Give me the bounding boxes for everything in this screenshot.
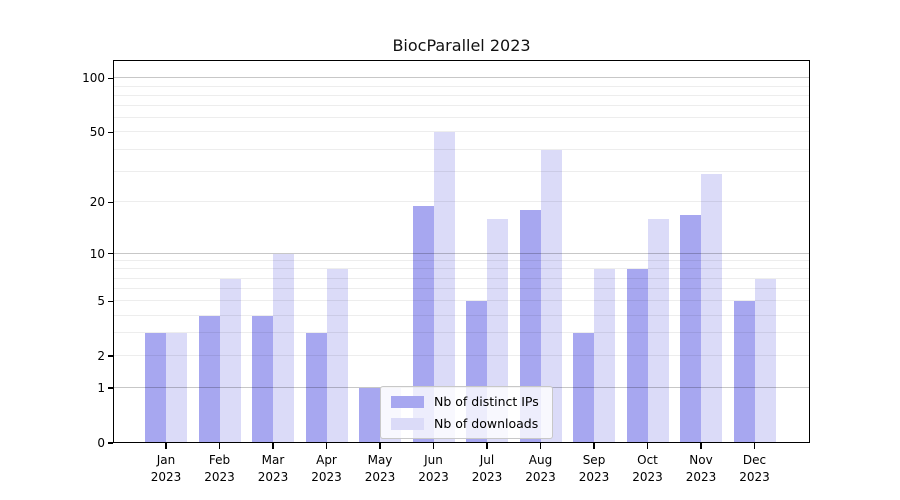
bar-downloads-mar [273, 253, 294, 443]
x-tick-month: Dec [742, 453, 767, 467]
bar-downloads-jan [166, 333, 187, 443]
x-tick-label: Nov 2023 [669, 452, 733, 486]
x-tick-label: Mar 2023 [241, 452, 305, 486]
x-tick-month: Apr [316, 453, 337, 467]
bar-ips-jun [412, 206, 434, 443]
x-tick-year: 2023 [418, 470, 449, 484]
x-tick-label: Aug 2023 [509, 452, 573, 486]
x-tick-month: Oct [637, 453, 658, 467]
x-tick-month: Jun [424, 453, 443, 467]
bar-ips-sep [573, 333, 594, 443]
x-tick-mark [646, 443, 649, 449]
x-tick-year: 2023 [525, 470, 556, 484]
x-tick-month: Mar [261, 453, 285, 467]
y-tick-mark [108, 252, 113, 255]
bar-downloads-sep [594, 269, 615, 443]
x-tick-label: Dec 2023 [723, 452, 787, 486]
y-tick-label: 50 [89, 125, 105, 140]
legend-label: Nb of downloads [434, 416, 539, 431]
y-tick-mark [108, 77, 113, 80]
bar-ips-may [359, 388, 380, 443]
x-tick-month: Jul [479, 453, 495, 467]
x-tick-label: Jul 2023 [455, 452, 519, 486]
legend-label: Nb of distinct IPs [434, 394, 539, 409]
x-tick-year: 2023 [685, 470, 717, 484]
x-tick-mark [486, 443, 488, 449]
x-tick-year: 2023 [311, 470, 342, 484]
bar-downloads-jun [433, 132, 455, 443]
y-tick-mark [108, 355, 113, 357]
bar-downloads-feb [219, 278, 241, 443]
x-tick-mark [272, 443, 274, 449]
y-tick-mark [108, 300, 113, 303]
legend-entry: Nb of downloads [391, 416, 539, 431]
bar-downloads-apr [326, 269, 348, 443]
bar-ips-oct [626, 269, 648, 443]
y-tick-mark [108, 201, 113, 204]
x-tick-mark [700, 443, 702, 449]
x-tick-month: Aug [528, 453, 553, 467]
bar-downloads-oct [647, 219, 669, 443]
x-tick-year: 2023 [471, 470, 503, 484]
x-tick-year: 2023 [578, 470, 610, 484]
x-tick-label: Jun 2023 [402, 452, 466, 486]
y-tick-label: 100 [82, 71, 105, 86]
x-tick-mark [539, 443, 542, 449]
x-tick-year: 2023 [150, 470, 182, 484]
x-tick-label: May 2023 [348, 452, 412, 486]
x-tick-label: Oct 2023 [616, 452, 680, 486]
x-tick-mark [325, 443, 328, 449]
bar-ips-dec [733, 301, 755, 443]
legend-swatch [391, 395, 424, 408]
y-tick-mark [108, 442, 113, 444]
x-tick-year: 2023 [257, 470, 289, 484]
bar-ips-jan [145, 333, 166, 443]
x-tick-month: May [367, 453, 393, 467]
x-tick-mark [379, 443, 381, 449]
y-tick-mark [108, 131, 113, 134]
x-tick-year: 2023 [204, 470, 235, 484]
bars-layer [113, 60, 810, 443]
bar-ips-apr [305, 333, 327, 443]
x-tick-month: Sep [582, 453, 606, 467]
y-tick-label: 2 [97, 349, 105, 364]
x-tick-year: 2023 [739, 470, 770, 484]
legend-entry: Nb of distinct IPs [391, 394, 539, 409]
chart-title: BiocParallel 2023 [392, 36, 531, 55]
x-tick-month: Nov [689, 453, 713, 467]
bar-ips-aug [519, 210, 541, 443]
x-tick-mark [753, 443, 756, 449]
y-tick-label: 1 [97, 381, 105, 396]
x-tick-mark [218, 443, 221, 449]
x-tick-month: Jan [156, 453, 176, 467]
plot-area [113, 60, 810, 443]
x-tick-month: Feb [208, 453, 231, 467]
x-tick-mark [165, 443, 167, 449]
bar-downloads-nov [701, 174, 722, 443]
x-tick-year: 2023 [364, 470, 396, 484]
x-tick-year: 2023 [632, 470, 663, 484]
y-tick-label: 0 [97, 436, 105, 450]
x-tick-mark [432, 443, 435, 449]
y-tick-label: 10 [89, 246, 105, 261]
legend: Nb of distinct IPs Nb of downloads [380, 386, 553, 439]
y-tick-label: 20 [89, 195, 105, 210]
x-tick-label: Sep 2023 [562, 452, 626, 486]
x-tick-label: Feb 2023 [188, 452, 252, 486]
bar-ips-feb [198, 315, 220, 443]
y-tick-label: 5 [97, 294, 105, 309]
bar-ips-mar [252, 315, 273, 443]
x-tick-label: Jan 2023 [134, 452, 198, 486]
legend-swatch [391, 417, 424, 430]
bar-downloads-aug [540, 149, 562, 443]
bar-ips-nov [680, 214, 701, 443]
bar-downloads-dec [754, 278, 776, 443]
x-tick-label: Apr 2023 [295, 452, 359, 486]
x-tick-mark [593, 443, 595, 449]
y-tick-mark [108, 387, 113, 389]
